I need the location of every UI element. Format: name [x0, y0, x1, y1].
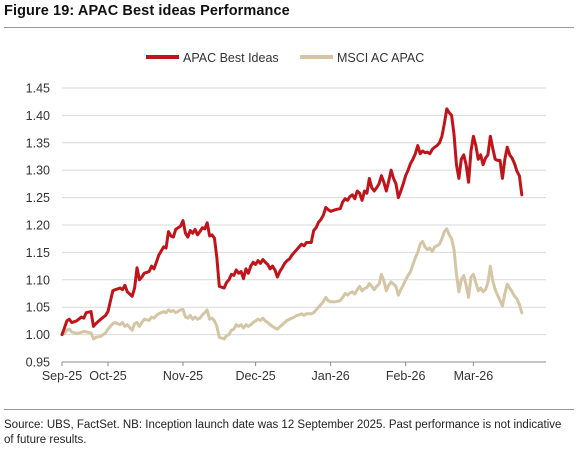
x-tick-label: Sep-25	[42, 369, 82, 383]
x-tick-label: Jan-26	[312, 369, 350, 383]
y-tick-label: 1.30	[26, 164, 50, 178]
y-tick-label: 1.00	[26, 328, 50, 342]
y-tick-label: 1.05	[26, 301, 50, 315]
y-tick-label: 1.10	[26, 273, 50, 287]
x-tick-label: Nov-25	[163, 369, 203, 383]
y-tick-label: 1.45	[26, 82, 50, 96]
legend-label-msci-ac-apac: MSCI AC APAC	[337, 51, 424, 65]
series-line-msci-ac-apac	[60, 227, 524, 341]
x-tick-label: Feb-26	[386, 369, 426, 383]
x-tick-label: Mar-26	[454, 369, 494, 383]
x-tick-label: Oct-25	[89, 369, 127, 383]
line-chart: APAC Best Ideas MSCI AC APAC 0.95 1.00 1.05…	[26, 51, 546, 383]
figure-title: Figure 19: APAC Best ideas Performance	[4, 3, 290, 19]
y-tick-label: 1.15	[26, 246, 50, 260]
y-tick-label: 1.25	[26, 191, 50, 205]
gridlines	[62, 87, 546, 336]
source-note: Source: UBS, FactSet. NB: Inception laun…	[4, 419, 562, 446]
y-tick-label: 0.95	[26, 356, 50, 370]
top-rule	[4, 27, 574, 28]
bottom-rule	[4, 409, 574, 410]
x-tick-label: Dec-25	[235, 369, 275, 383]
legend-label-apac-best-ideas: APAC Best Ideas	[183, 51, 279, 65]
y-tick-label: 1.35	[26, 136, 50, 150]
legend: APAC Best Ideas MSCI AC APAC	[146, 51, 424, 65]
y-tick-label: 1.20	[26, 219, 50, 233]
series-lines	[60, 107, 524, 341]
x-axis: Sep-25 Oct-25 Nov-25 Dec-25 Jan-26 Feb-26 Mar-…	[42, 361, 546, 383]
y-axis-ticks: 0.95 1.00 1.05 1.10 1.15 1.20 1.25 1.30 1.35 1.40…	[26, 82, 50, 370]
y-tick-label: 1.40	[26, 109, 50, 123]
series-line-apac-best-ideas	[60, 107, 524, 337]
